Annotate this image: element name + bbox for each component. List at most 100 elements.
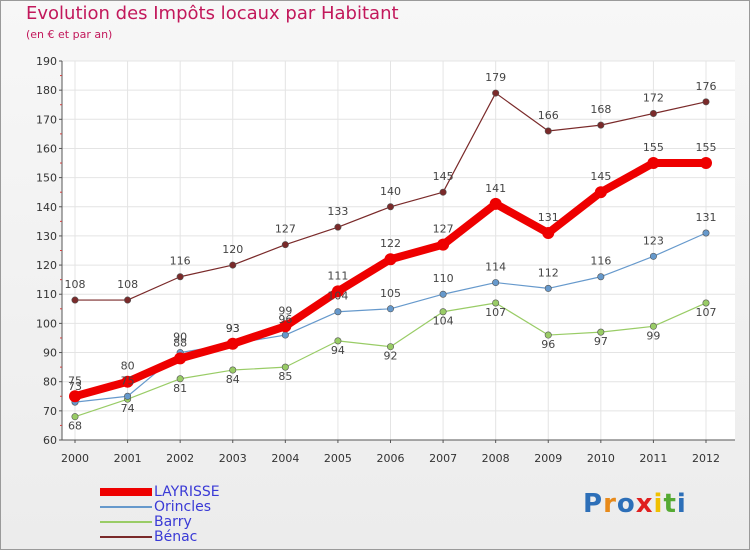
data-label: 73 (68, 380, 82, 393)
proxiti-logo: Proxiti (583, 489, 687, 519)
data-point (492, 299, 500, 307)
logo-letter: o (616, 489, 636, 519)
data-label: 104 (327, 290, 348, 303)
data-label: 140 (380, 185, 401, 198)
x-tick-label: 2008 (482, 452, 510, 465)
data-label: 99 (646, 329, 660, 342)
plot-area (62, 61, 735, 440)
logo-letter: x (635, 489, 654, 519)
data-label: 88 (173, 336, 187, 349)
data-point (229, 366, 237, 374)
data-label: 111 (327, 269, 348, 282)
data-label: 179 (485, 71, 506, 84)
logo-letter: i (676, 489, 687, 519)
data-point (384, 253, 397, 266)
data-point (174, 352, 187, 365)
data-point (702, 229, 710, 237)
data-label: 168 (590, 103, 611, 116)
y-tick-label: 150 (36, 172, 57, 185)
x-tick-label: 2004 (271, 452, 299, 465)
data-label: 97 (594, 335, 608, 348)
data-label: 93 (226, 322, 240, 335)
data-point (542, 227, 555, 240)
data-label: 122 (380, 237, 401, 250)
data-label: 108 (117, 278, 138, 291)
data-point (492, 89, 500, 97)
data-point (281, 363, 289, 371)
x-tick-label: 2000 (61, 452, 89, 465)
data-point (176, 273, 184, 281)
data-point (439, 188, 447, 196)
y-tick-label: 180 (36, 84, 57, 97)
data-point (281, 331, 289, 339)
logo-letter: r (603, 489, 617, 519)
data-label: 166 (538, 109, 559, 122)
data-label: 107 (696, 306, 717, 319)
logo-letter: t (663, 489, 677, 519)
data-point (439, 308, 447, 316)
data-label: 75 (121, 374, 135, 387)
data-point (226, 337, 239, 350)
y-tick-label: 110 (36, 288, 57, 301)
chart-subtitle: (en € et par an) (26, 28, 113, 41)
data-label: 131 (538, 211, 559, 224)
data-label: 99 (278, 304, 292, 317)
data-label: 127 (433, 223, 454, 236)
data-label: 116 (590, 255, 611, 268)
x-tick-label: 2010 (587, 452, 615, 465)
data-point (544, 284, 552, 292)
x-tick-label: 2009 (534, 452, 562, 465)
legend-label-benac: Bénac (154, 528, 198, 545)
data-point (649, 252, 657, 260)
data-label: 85 (278, 370, 292, 383)
data-label: 90 (173, 331, 187, 344)
data-label: 145 (590, 170, 611, 183)
data-point (597, 328, 605, 336)
legend-item-benac: Bénac (100, 528, 220, 545)
y-tick-label: 120 (36, 259, 57, 272)
data-point (437, 238, 450, 251)
y-tick-label: 190 (36, 55, 57, 68)
data-point (279, 320, 292, 333)
data-point (597, 273, 605, 281)
data-label: 116 (170, 255, 191, 268)
y-tick-label: 130 (36, 230, 57, 243)
data-point (124, 392, 132, 400)
data-label: 105 (380, 287, 401, 300)
data-label: 155 (696, 141, 717, 154)
data-label: 93 (226, 322, 240, 335)
data-point (700, 157, 712, 170)
data-label: 74 (121, 402, 135, 415)
legend-item-barry: Barry (100, 514, 220, 530)
legend-label-orincles: Orincles (154, 498, 212, 515)
x-tick-label: 2006 (377, 452, 405, 465)
legend-item-orincles: Orincles (100, 498, 220, 515)
data-label: 155 (643, 141, 664, 154)
data-point (331, 285, 344, 298)
x-tick-label: 2001 (114, 452, 142, 465)
data-point (594, 186, 607, 199)
data-label: 141 (485, 182, 506, 195)
data-label: 133 (327, 205, 348, 218)
data-point (121, 375, 134, 388)
data-point (334, 223, 342, 231)
data-point (334, 337, 342, 345)
y-tick-label: 80 (43, 376, 57, 389)
data-label: 92 (384, 350, 398, 363)
x-tick-label: 2011 (639, 452, 667, 465)
data-point (649, 109, 657, 117)
data-label: 120 (222, 243, 243, 256)
x-tick-label: 2002 (166, 452, 194, 465)
y-tick-label: 70 (43, 405, 57, 418)
data-label: 127 (275, 223, 296, 236)
legend-swatch-orincles (100, 505, 152, 508)
legend-swatch-layrisse (100, 487, 152, 496)
data-point (386, 203, 394, 211)
x-tick-label: 2003 (219, 452, 247, 465)
data-point (647, 157, 660, 170)
data-point (229, 261, 237, 269)
y-tick-label: 170 (36, 113, 57, 126)
data-point (69, 390, 81, 403)
data-label: 75 (68, 374, 82, 387)
